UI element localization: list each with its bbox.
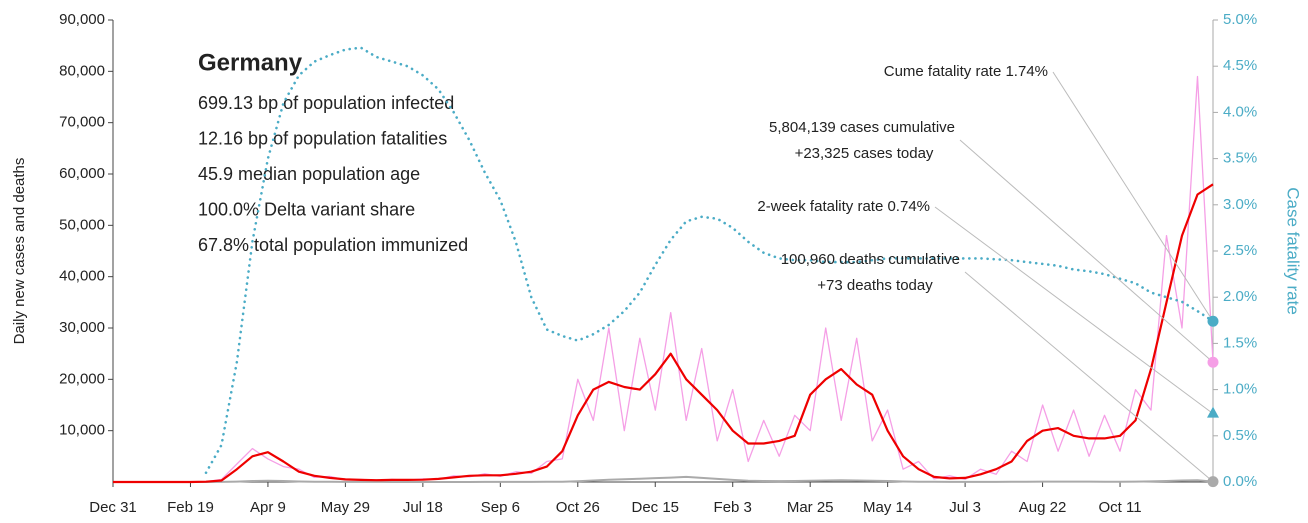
y-tick-label: 20,000: [59, 370, 105, 387]
annotation-leader: [1052, 71, 1214, 322]
x-tick-label: Feb 3: [714, 499, 752, 516]
annotation-leader: [934, 206, 1214, 415]
x-tick-label: Dec 15: [631, 499, 679, 516]
end-marker: [1207, 315, 1219, 327]
x-tick-label: Dec 31: [89, 499, 137, 516]
x-tick-label: May 14: [863, 499, 912, 516]
x-tick-label: Apr 9: [250, 499, 286, 516]
y-axis-label: Daily new cases and deaths: [11, 158, 28, 345]
y2-tick-label: 3.0%: [1223, 196, 1257, 213]
y2-tick-label: 1.0%: [1223, 381, 1257, 398]
annotation-leader: [964, 271, 1214, 483]
x-tick-label: Oct 11: [1099, 499, 1142, 516]
x-tick-label: Mar 25: [787, 499, 834, 516]
y-tick-label: 80,000: [59, 62, 105, 79]
annotation-text: +73 deaths today: [817, 277, 933, 294]
y2-tick-label: 2.5%: [1223, 242, 1257, 259]
y-tick-label: 10,000: [59, 422, 105, 439]
y2-tick-label: 0.5%: [1223, 427, 1257, 444]
y2-tick-label: 3.5%: [1223, 150, 1257, 167]
annotation-text: 2-week fatality rate 0.74%: [757, 198, 930, 215]
y2-axis-label: Case fatality rate: [1284, 187, 1303, 315]
end-marker: [1207, 406, 1219, 418]
annotation-text: 5,804,139 cases cumulative: [769, 119, 955, 136]
y-tick-label: 60,000: [59, 165, 105, 182]
end-marker: [1207, 476, 1219, 488]
x-tick-label: Feb 19: [167, 499, 214, 516]
x-tick-label: Jul 3: [949, 499, 981, 516]
annotation-leader: [959, 139, 1214, 363]
end-marker: [1207, 356, 1219, 368]
y-tick-label: 70,000: [59, 114, 105, 131]
y2-tick-label: 4.5%: [1223, 57, 1257, 74]
y2-tick-label: 2.0%: [1223, 288, 1257, 305]
info-line: 12.16 bp of population fatalities: [198, 128, 447, 148]
x-tick-label: May 29: [321, 499, 370, 516]
info-line: 45.9 median population age: [198, 164, 420, 184]
y-tick-label: 50,000: [59, 216, 105, 233]
x-tick-label: Aug 22: [1019, 499, 1067, 516]
x-tick-label: Sep 6: [481, 499, 520, 516]
info-line: 67.8% total population immunized: [198, 235, 468, 255]
annotation-text: 100,960 deaths cumulative: [781, 251, 960, 268]
x-tick-label: Oct 26: [556, 499, 600, 516]
annotation-text: Cume fatality rate 1.74%: [884, 63, 1048, 80]
y-tick-label: 40,000: [59, 268, 105, 285]
y-tick-label: 30,000: [59, 319, 105, 336]
series-line: [113, 183, 1214, 484]
info-line: 100.0% Delta variant share: [198, 199, 415, 219]
x-tick-label: Jul 18: [403, 499, 443, 516]
info-line: 699.13 bp of population infected: [198, 93, 454, 113]
annotation-text: +23,325 cases today: [795, 145, 934, 162]
info-title: Germany: [198, 49, 303, 76]
y2-tick-label: 0.0%: [1223, 473, 1257, 490]
y2-tick-label: 1.5%: [1223, 334, 1257, 351]
y-tick-label: 90,000: [59, 11, 105, 28]
y2-tick-label: 4.0%: [1223, 103, 1257, 120]
series-line: [113, 475, 1214, 483]
y2-tick-label: 5.0%: [1223, 11, 1257, 28]
